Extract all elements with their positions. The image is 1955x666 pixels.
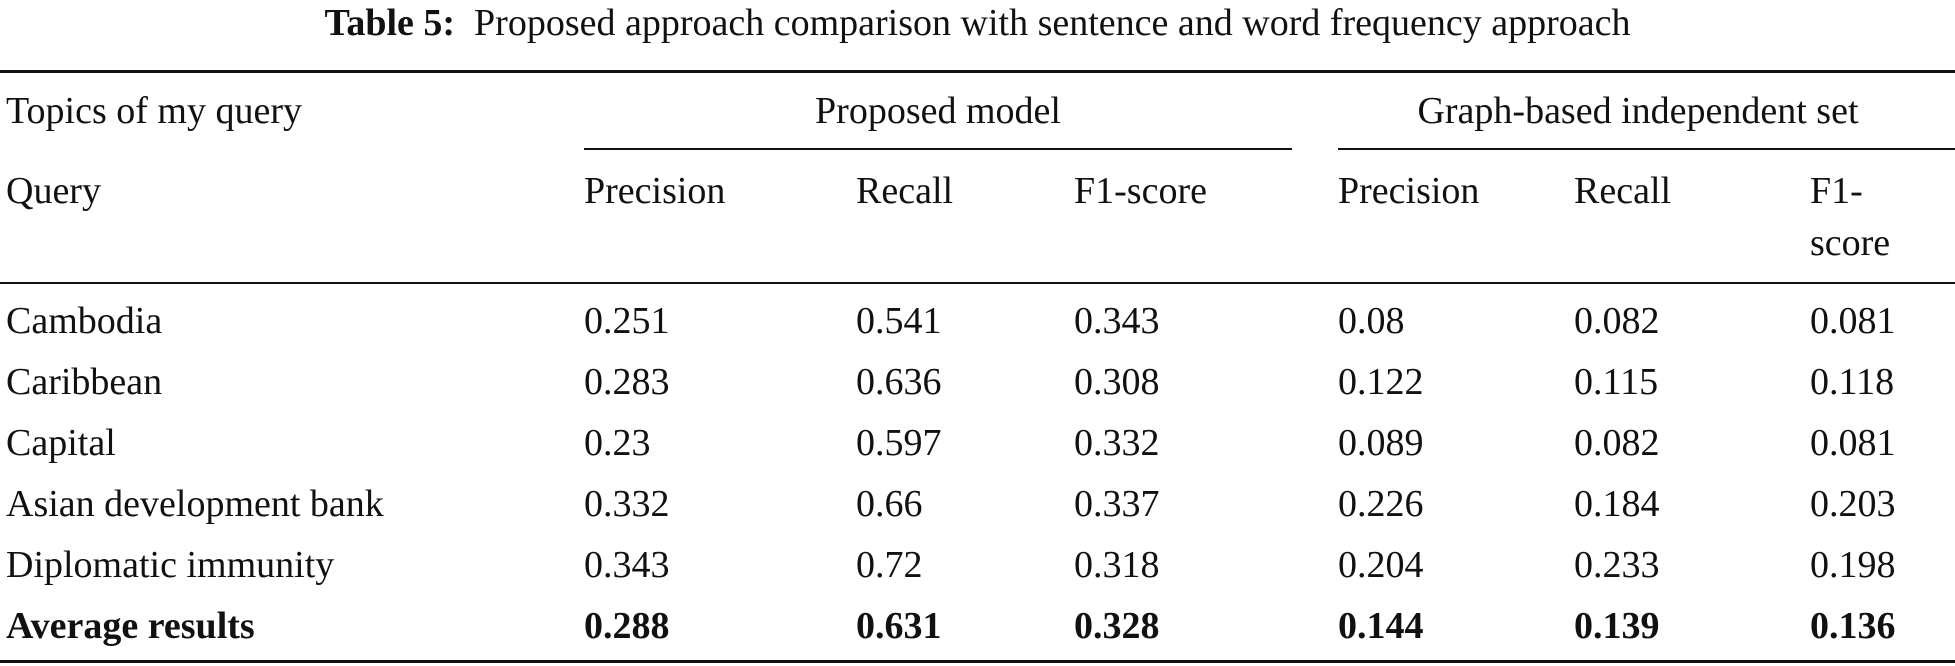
value-cell: 0.115 xyxy=(1574,361,1659,403)
header-precision-2: Precision xyxy=(1338,170,1480,212)
group-rule-graph-based xyxy=(1338,148,1955,150)
average-value-cell: 0.631 xyxy=(856,605,942,647)
average-value-cell: 0.136 xyxy=(1810,605,1896,647)
value-cell: 0.081 xyxy=(1810,300,1896,342)
value-cell: 0.082 xyxy=(1574,422,1660,464)
row-query-label: Cambodia xyxy=(6,300,163,342)
value-cell: 0.198 xyxy=(1810,544,1896,586)
header-f1-score-2-line1: F1- xyxy=(1810,170,1863,212)
row-query-label: Capital xyxy=(6,422,116,464)
value-cell: 0.283 xyxy=(584,361,670,403)
average-value-cell: 0.144 xyxy=(1338,605,1424,647)
value-cell: 0.081 xyxy=(1810,422,1896,464)
value-cell: 0.23 xyxy=(584,422,651,464)
value-cell: 0.72 xyxy=(856,544,923,586)
value-cell: 0.636 xyxy=(856,361,942,403)
value-cell: 0.204 xyxy=(1338,544,1424,586)
average-value-cell: 0.328 xyxy=(1074,605,1160,647)
header-topics-label: Topics of my query xyxy=(6,90,303,132)
value-cell: 0.332 xyxy=(584,483,670,525)
table-caption: Table 5: Proposed approach comparison wi… xyxy=(0,0,1955,46)
value-cell: 0.343 xyxy=(584,544,670,586)
table-caption-label: Table 5: xyxy=(324,2,456,44)
header-bottom-rule xyxy=(0,282,1955,284)
value-cell: 0.66 xyxy=(856,483,923,525)
header-f1-score-2-line2: score xyxy=(1810,222,1891,264)
value-cell: 0.082 xyxy=(1574,300,1660,342)
value-cell: 0.343 xyxy=(1074,300,1160,342)
value-cell: 0.308 xyxy=(1074,361,1160,403)
header-f1-score-1: F1-score xyxy=(1074,170,1207,212)
value-cell: 0.203 xyxy=(1810,483,1896,525)
value-cell: 0.118 xyxy=(1810,361,1895,403)
value-cell: 0.226 xyxy=(1338,483,1424,525)
top-rule xyxy=(0,70,1955,73)
value-cell: 0.089 xyxy=(1338,422,1424,464)
value-cell: 0.251 xyxy=(584,300,670,342)
header-precision-1: Precision xyxy=(584,170,726,212)
row-query-label: Asian development bank xyxy=(6,483,384,525)
header-group-graph-based: Graph-based independent set xyxy=(1417,90,1859,132)
value-cell: 0.332 xyxy=(1074,422,1160,464)
value-cell: 0.184 xyxy=(1574,483,1660,525)
header-recall-1: Recall xyxy=(856,170,954,212)
header-query-label: Query xyxy=(6,170,101,212)
header-group-proposed-model: Proposed model xyxy=(815,90,1061,132)
value-cell: 0.337 xyxy=(1074,483,1160,525)
value-cell: 0.318 xyxy=(1074,544,1160,586)
bottom-rule xyxy=(0,660,1955,663)
average-row-label: Average results xyxy=(6,605,255,647)
value-cell: 0.08 xyxy=(1338,300,1405,342)
header-recall-2: Recall xyxy=(1574,170,1672,212)
value-cell: 0.122 xyxy=(1338,361,1424,403)
group-rule-proposed-model xyxy=(584,148,1292,150)
value-cell: 0.233 xyxy=(1574,544,1660,586)
average-value-cell: 0.139 xyxy=(1574,605,1660,647)
row-query-label: Caribbean xyxy=(6,361,163,403)
value-cell: 0.541 xyxy=(856,300,942,342)
table-caption-text: Proposed approach comparison with senten… xyxy=(474,2,1631,44)
value-cell: 0.597 xyxy=(856,422,942,464)
row-query-label: Diplomatic immunity xyxy=(6,544,335,586)
average-value-cell: 0.288 xyxy=(584,605,670,647)
